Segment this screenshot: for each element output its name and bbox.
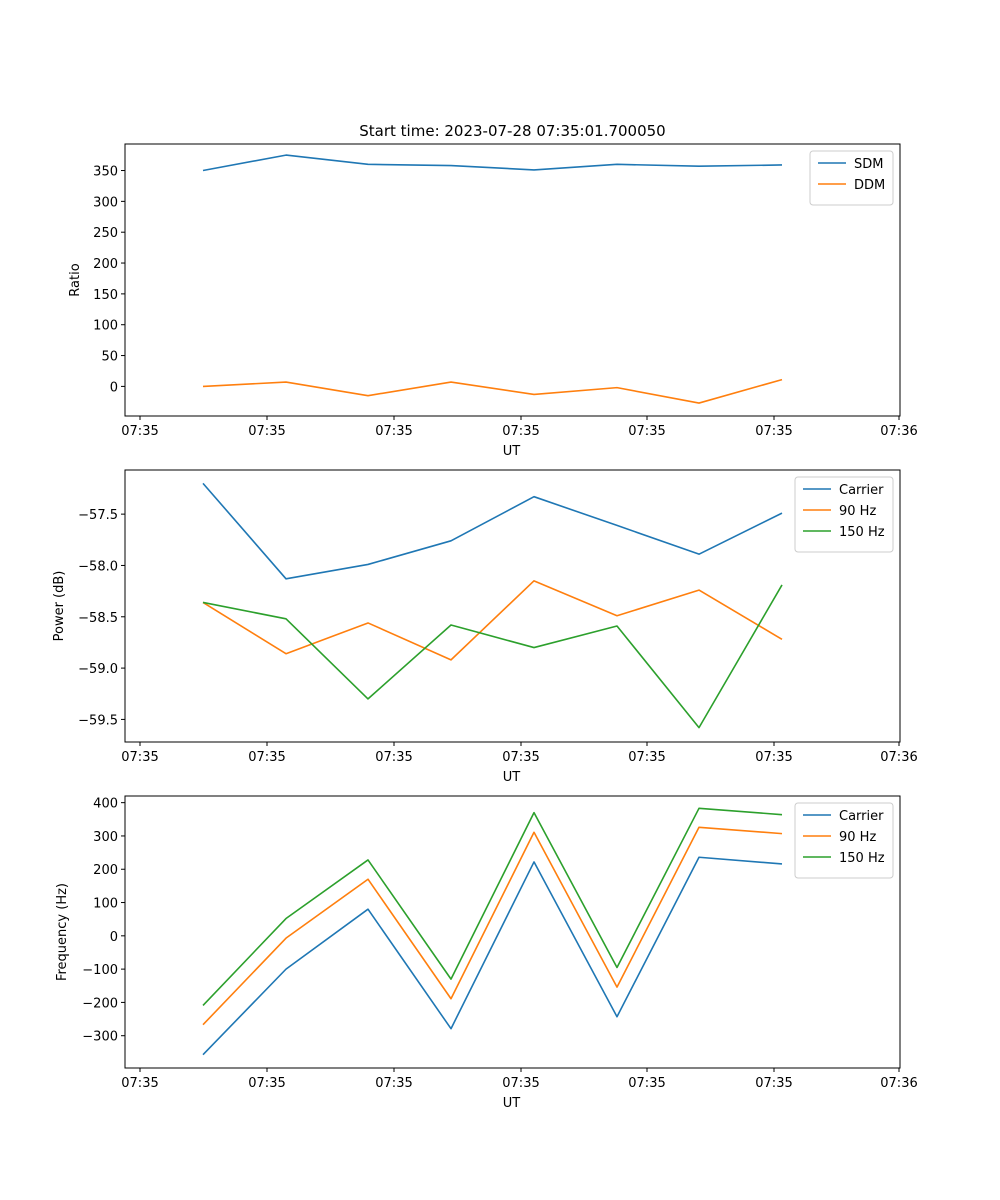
y-tick-label: 150 (93, 288, 118, 303)
x-tick-label: 07:35 (121, 1076, 158, 1091)
y-tick-label: 250 (93, 226, 118, 241)
x-tick-label: 07:35 (375, 424, 412, 439)
y-tick-label: −58.5 (78, 611, 118, 626)
y-tick-label: 300 (93, 830, 118, 845)
x-axis-label: UT (503, 770, 521, 785)
series-line-carrier (202, 856, 783, 1056)
y-tick-label: 400 (93, 797, 118, 812)
y-tick-label: −300 (82, 1030, 118, 1045)
y-tick-label: 0 (110, 380, 118, 395)
series-line-150-hz (202, 807, 783, 1006)
plot-area (124, 469, 901, 743)
x-tick-label: 07:35 (248, 750, 285, 765)
panels: Start time: 2023-07-28 07:35:01.700050 07… (52, 122, 918, 1111)
y-tick-label: −200 (82, 996, 118, 1011)
legend-box (794, 476, 894, 553)
series-line-90-hz (202, 826, 783, 1026)
y-tick-label: 100 (93, 897, 118, 912)
legend: Carrier 90 Hz 150 Hz (794, 476, 894, 553)
legend-label: SDM (854, 157, 883, 172)
x-tick-label: 07:35 (121, 424, 158, 439)
x-tick-label: 07:35 (375, 1076, 412, 1091)
chart-panel-3: 07:35 07:35 07:35 07:35 07:35 07:35 07:36 UT −30… (55, 795, 918, 1111)
x-tick-label: 07:36 (880, 750, 917, 765)
legend-label: DDM (854, 178, 885, 193)
chart-panel-1: Start time: 2023-07-28 07:35:01.700050 07… (68, 122, 918, 459)
series-line-90-hz (202, 580, 783, 661)
x-tick-label: 07:35 (755, 750, 792, 765)
x-tick-label: 07:36 (880, 424, 917, 439)
y-tick-label: −59.5 (78, 713, 118, 728)
series-line-150-hz (202, 584, 783, 729)
y-tick-label: −58.0 (78, 559, 118, 574)
x-tick-label: 07:35 (755, 424, 792, 439)
series-line-ddm (202, 378, 783, 404)
x-tick-label: 07:35 (502, 424, 539, 439)
y-tick-label: 350 (93, 165, 118, 180)
legend-label: Carrier (839, 483, 884, 498)
x-tick-label: 07:35 (628, 750, 665, 765)
legend-label: 90 Hz (839, 830, 876, 845)
x-tick-label: 07:35 (375, 750, 412, 765)
chart-panel-2: 07:35 07:35 07:35 07:35 07:35 07:35 07:36 UT −59… (52, 469, 918, 785)
y-tick-label: 200 (93, 863, 118, 878)
legend-label: 150 Hz (839, 851, 885, 866)
y-tick-label: 100 (93, 319, 118, 334)
x-tick-label: 07:35 (248, 424, 285, 439)
y-tick-label: 50 (101, 350, 118, 365)
x-tick-label: 07:35 (248, 1076, 285, 1091)
y-tick-label: 200 (93, 257, 118, 272)
x-axis-label: UT (503, 444, 521, 459)
chart-title: Start time: 2023-07-28 07:35:01.700050 (359, 122, 665, 140)
y-tick-label: −57.5 (78, 508, 118, 523)
legend-label: 150 Hz (839, 525, 885, 540)
y-axis-label: Ratio (68, 263, 83, 296)
x-tick-label: 07:35 (755, 1076, 792, 1091)
x-tick-label: 07:35 (121, 750, 158, 765)
x-tick-label: 07:36 (880, 1076, 917, 1091)
x-axis-label: UT (503, 1096, 521, 1111)
x-tick-label: 07:35 (502, 750, 539, 765)
legend: Carrier 90 Hz 150 Hz (794, 802, 894, 879)
series-line-sdm (202, 154, 783, 172)
x-tick-label: 07:35 (628, 424, 665, 439)
y-tick-label: −59.0 (78, 662, 118, 677)
legend-box (794, 802, 894, 879)
x-tick-label: 07:35 (502, 1076, 539, 1091)
y-tick-label: 0 (110, 930, 118, 945)
y-tick-label: −100 (82, 963, 118, 978)
legend-box (809, 150, 894, 206)
y-axis-label: Power (dB) (52, 571, 67, 642)
legend-label: Carrier (839, 809, 884, 824)
plot-area (124, 143, 901, 417)
plot-area (124, 795, 901, 1069)
legend: SDM DDM (809, 150, 894, 206)
series-line-carrier (202, 482, 783, 580)
legend-label: 90 Hz (839, 504, 876, 519)
y-axis-label: Frequency (Hz) (55, 883, 70, 981)
x-tick-label: 07:35 (628, 1076, 665, 1091)
y-tick-label: 300 (93, 195, 118, 210)
